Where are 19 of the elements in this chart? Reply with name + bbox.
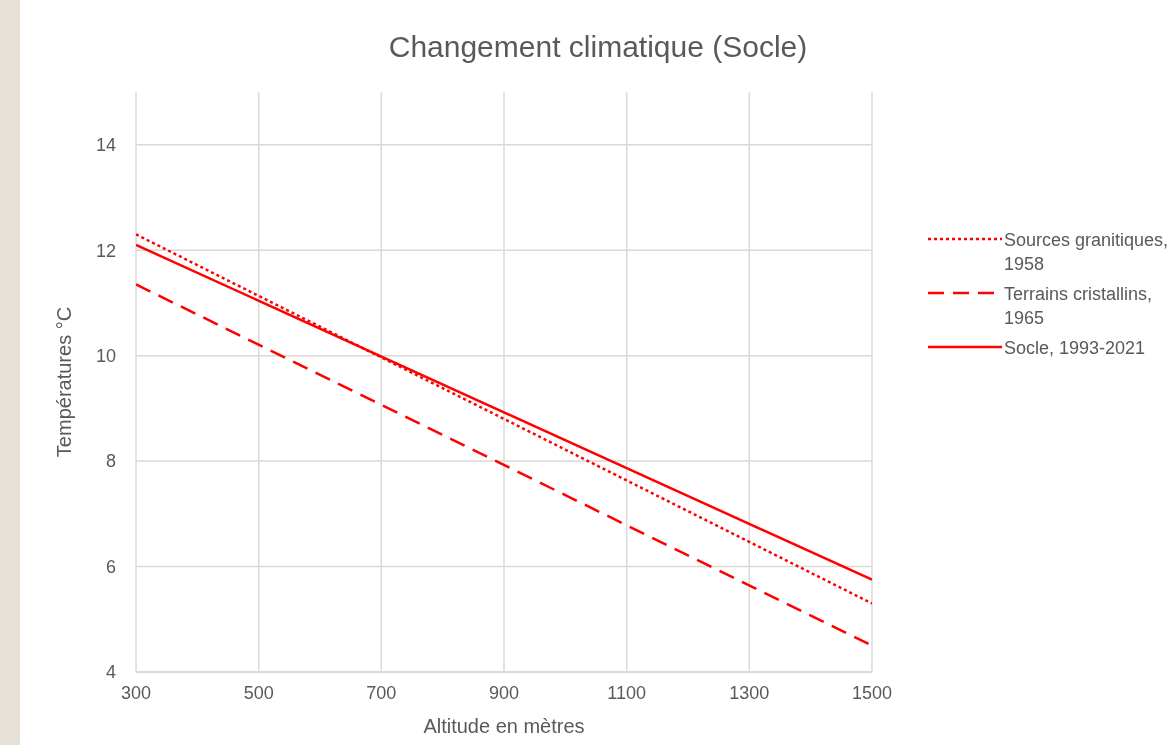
y-tick-label: 12	[95, 240, 116, 261]
y-tick-label: 14	[95, 135, 116, 156]
x-tick-label: 1100	[607, 682, 647, 703]
y-axis-title: Températures °C	[53, 306, 76, 458]
y-tick-label: 6	[105, 556, 116, 577]
chart-title: Changement climatique (Socle)	[387, 30, 809, 64]
x-tick-label: 1500	[851, 682, 893, 703]
x-tick-label: 500	[243, 682, 274, 703]
x-axis-title: Altitude en mètres	[423, 715, 585, 737]
x-tick-label: 700	[366, 682, 397, 703]
legend-label: Terrains cristallins, 1965	[1004, 283, 1154, 330]
y-tick-label: 4	[105, 662, 116, 683]
x-tick-label: 300	[120, 682, 152, 703]
legend-label: Sources granitiques, 1958	[1004, 229, 1169, 276]
x-tick-label: 900	[488, 682, 520, 703]
y-tick-label: 8	[105, 451, 116, 472]
y-tick-label: 10	[95, 346, 116, 367]
x-tick-label: 1300	[729, 682, 770, 703]
legend-label: Socle, 1993-2021	[1004, 337, 1147, 360]
